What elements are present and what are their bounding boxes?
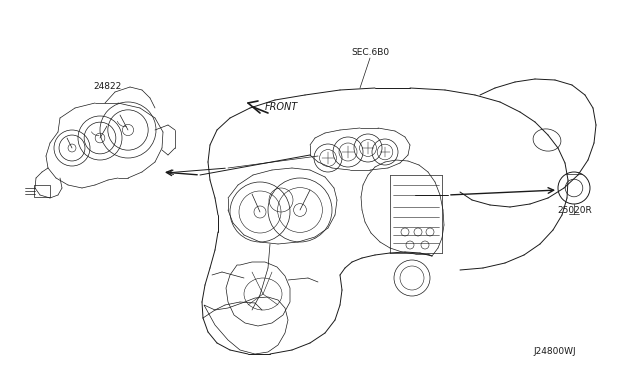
Bar bbox=[34, 185, 50, 197]
Text: SEC.6B0: SEC.6B0 bbox=[351, 48, 389, 57]
Text: FRONT: FRONT bbox=[265, 102, 298, 112]
Text: 24822: 24822 bbox=[93, 81, 121, 90]
Text: 25020R: 25020R bbox=[557, 205, 593, 215]
Text: J24800WJ: J24800WJ bbox=[534, 347, 576, 356]
